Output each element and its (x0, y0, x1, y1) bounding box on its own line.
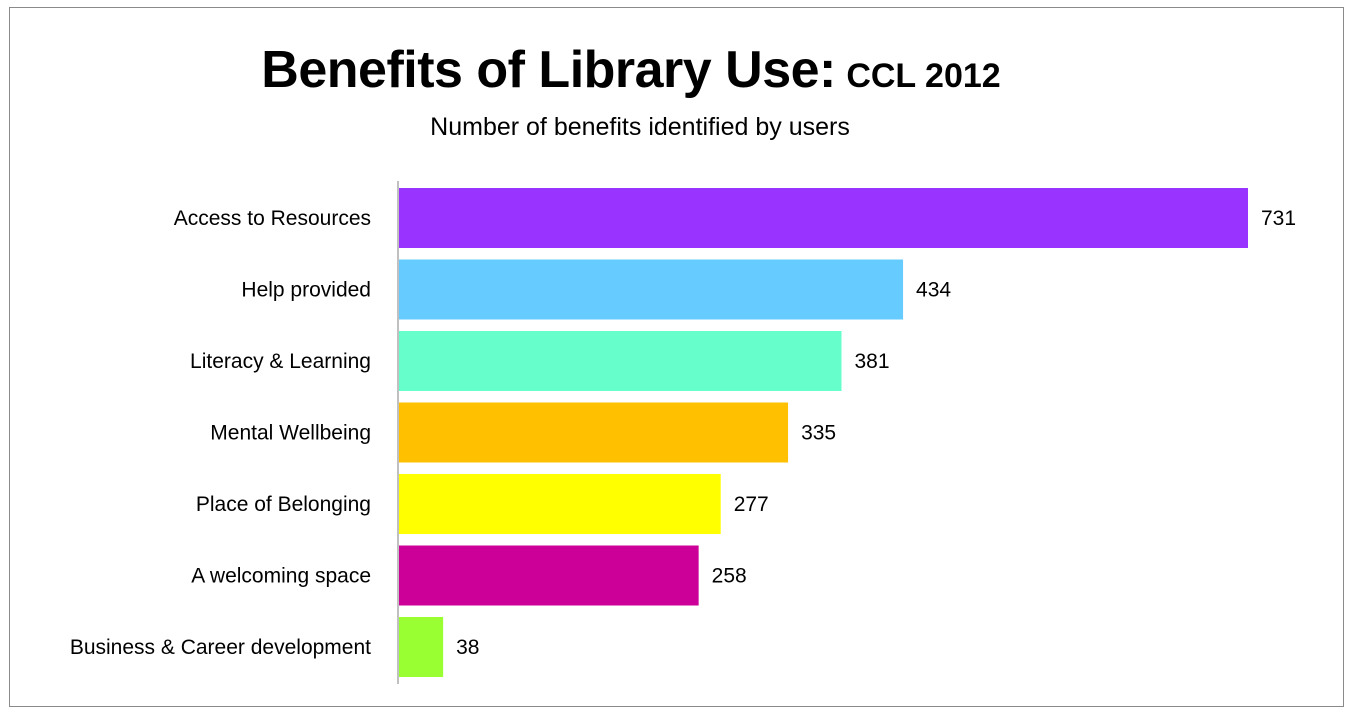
bar-0 (399, 188, 1248, 248)
bar-2 (399, 331, 842, 391)
value-label-0: 731 (1261, 207, 1296, 230)
bar-1 (399, 259, 904, 320)
category-label-3: Mental Wellbeing (210, 422, 371, 445)
value-label-2: 381 (855, 350, 890, 373)
bar-5 (399, 545, 699, 606)
bar-4 (399, 474, 721, 534)
value-label-4: 277 (734, 493, 769, 516)
category-label-4: Place of Belonging (196, 493, 371, 516)
category-label-1: Help provided (241, 279, 371, 302)
value-label-1: 434 (916, 279, 951, 302)
chart-subtitle: Number of benefits identified by users (430, 113, 850, 141)
category-label-6: Business & Career development (70, 636, 371, 659)
category-label-5: A welcoming space (191, 565, 371, 588)
value-label-5: 258 (712, 565, 747, 588)
chart-title-main: Benefits of Library Use: (261, 41, 836, 99)
value-label-3: 335 (801, 422, 836, 445)
category-label-0: Access to Resources (174, 207, 371, 230)
chart-title: Benefits of Library Use: CCL 2012 (0, 40, 1262, 100)
chart-title-suffix: CCL 2012 (846, 57, 1001, 95)
category-label-2: Literacy & Learning (190, 350, 371, 373)
bar-6 (399, 617, 444, 677)
bar-3 (399, 402, 789, 463)
value-label-6: 38 (456, 636, 479, 659)
